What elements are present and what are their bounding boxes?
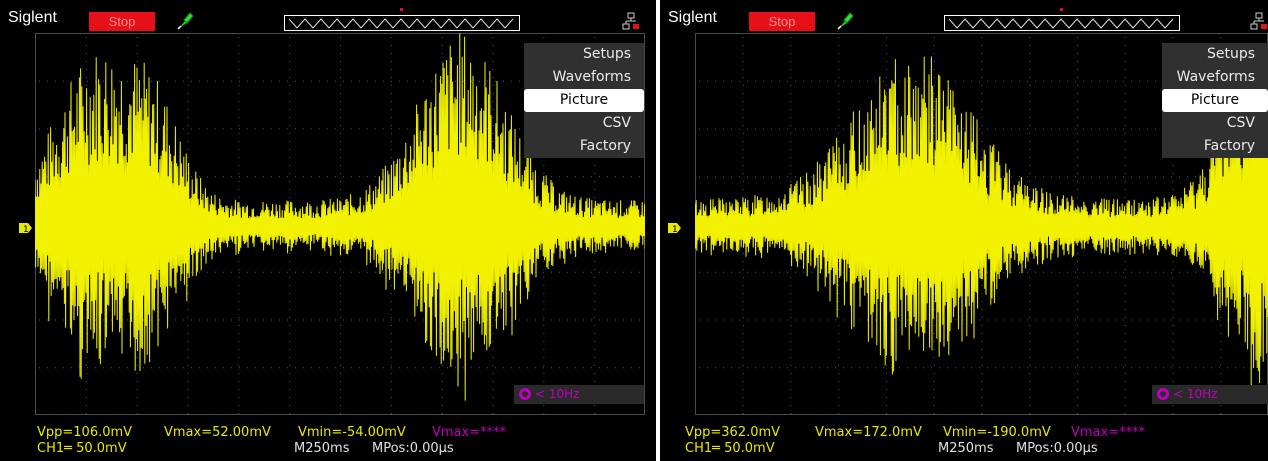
- waveform-trace: [35, 33, 645, 401]
- timebase: M250ms: [294, 441, 350, 456]
- memory-wave-preview: [289, 18, 514, 29]
- save-menu: Setups Waveforms Picture CSV Factory: [1162, 43, 1268, 158]
- top-status-bar: Siglent Stop: [660, 0, 1268, 33]
- memory-position: MPos:0.00µs: [1016, 441, 1098, 456]
- menu-item-picture[interactable]: Picture: [524, 89, 644, 112]
- probe-icon: [176, 10, 196, 30]
- vmax-ch2-measurement: Vmax=****: [432, 425, 507, 440]
- run-stop-indicator[interactable]: Stop: [749, 12, 815, 31]
- ch1-scale: CH1═ 50.0mV: [685, 441, 775, 456]
- menu-item-picture[interactable]: Picture: [1162, 89, 1268, 112]
- svg-text:1: 1: [672, 225, 678, 235]
- memory-position-bar: [284, 15, 520, 31]
- run-stop-indicator[interactable]: Stop: [89, 12, 155, 31]
- trigger-icon: [519, 388, 531, 400]
- save-menu: Setups Waveforms Picture CSV Factory: [524, 43, 644, 158]
- menu-item-csv[interactable]: CSV: [602, 115, 631, 131]
- brand-label: Siglent: [668, 9, 717, 26]
- waveform-trace: [695, 52, 1268, 386]
- network-icon: [622, 12, 640, 32]
- ch1-scale: CH1═ 50.0mV: [37, 441, 127, 456]
- trigger-position-marker: [1060, 8, 1063, 11]
- oscilloscope-screen-1: Siglent Stop 1 Setups Waveforms Picture …: [0, 0, 656, 461]
- vmax-measurement: Vmax=172.0mV: [815, 425, 922, 440]
- timebase: M250ms: [938, 441, 994, 456]
- menu-item-waveforms[interactable]: Waveforms: [1176, 69, 1255, 85]
- trigger-icon: [1157, 388, 1169, 400]
- top-status-bar: Siglent Stop: [0, 0, 656, 33]
- trigger-frequency-readout: < 10Hz: [1152, 385, 1268, 404]
- memory-wave-preview: [949, 18, 1174, 29]
- svg-text:1: 1: [23, 225, 29, 235]
- menu-item-factory[interactable]: Factory: [1203, 138, 1255, 154]
- vmax-ch2-measurement: Vmax=****: [1071, 425, 1146, 440]
- menu-item-setups[interactable]: Setups: [582, 46, 631, 62]
- menu-item-waveforms[interactable]: Waveforms: [552, 69, 631, 85]
- channel-1-marker[interactable]: 1: [668, 220, 682, 235]
- vmax-measurement: Vmax=52.00mV: [164, 425, 271, 440]
- memory-position: MPos:0.00µs: [372, 441, 454, 456]
- vmin-measurement: Vmin=-190.0mV: [943, 425, 1051, 440]
- trigger-frequency: < 10Hz: [535, 387, 580, 401]
- vpp-measurement: Vpp=106.0mV: [37, 425, 133, 440]
- memory-position-bar: [944, 15, 1180, 31]
- menu-item-setups[interactable]: Setups: [1206, 46, 1255, 62]
- menu-item-csv[interactable]: CSV: [1226, 115, 1255, 131]
- trigger-position-marker: [400, 8, 403, 11]
- trigger-frequency-readout: < 10Hz: [514, 385, 644, 404]
- vpp-measurement: Vpp=362.0mV: [685, 425, 781, 440]
- channel-1-marker[interactable]: 1: [19, 220, 33, 235]
- network-icon: [1250, 12, 1268, 32]
- brand-label: Siglent: [8, 9, 57, 26]
- probe-icon: [836, 10, 856, 30]
- oscilloscope-screen-2: Siglent Stop 1 Setups Waveforms Picture …: [660, 0, 1268, 461]
- vmin-measurement: Vmin=-54.00mV: [298, 425, 406, 440]
- menu-item-factory[interactable]: Factory: [579, 138, 631, 154]
- trigger-frequency: < 10Hz: [1173, 387, 1218, 401]
